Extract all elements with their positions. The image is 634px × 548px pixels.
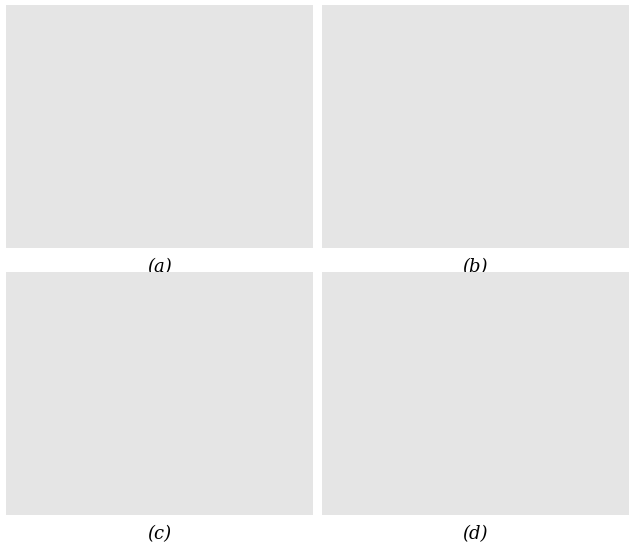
Text: (b): (b) <box>462 258 488 276</box>
Text: (c): (c) <box>147 525 171 543</box>
Text: (a): (a) <box>147 258 172 276</box>
Text: (d): (d) <box>462 525 488 543</box>
